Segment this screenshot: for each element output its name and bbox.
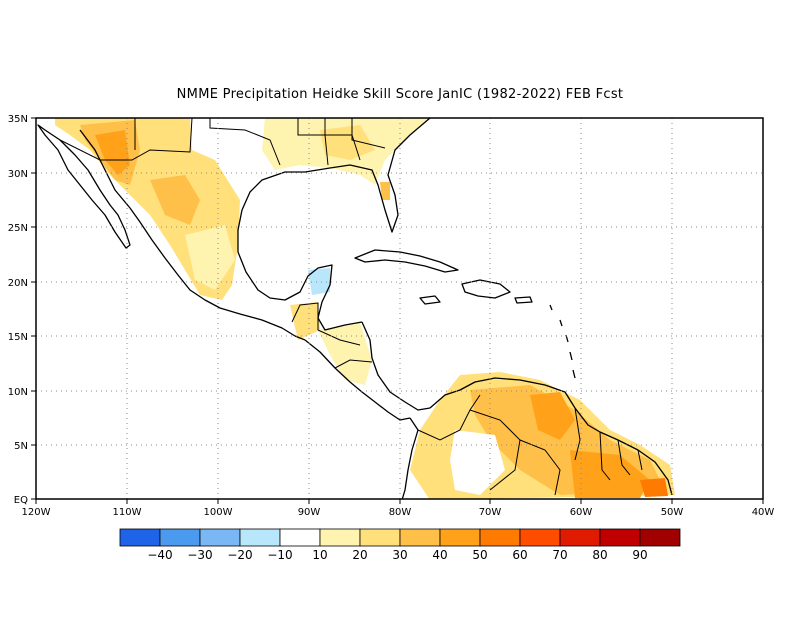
colorbar-swatch: [359, 528, 401, 547]
colorbar-label: 50: [472, 548, 487, 562]
colorbar-label: 30: [392, 548, 407, 562]
skill-score-field: [55, 118, 675, 499]
colorbar-label: 70: [552, 548, 567, 562]
graticule: [36, 118, 763, 499]
colorbar-label: 80: [592, 548, 607, 562]
colorbar-label: 90: [632, 548, 647, 562]
lon-label: 70W: [479, 507, 502, 518]
colorbar-label: −20: [227, 548, 252, 562]
skill-region-guatemala: [290, 302, 320, 340]
colorbar-swatch: [479, 528, 521, 547]
colorbar-swatch: [599, 528, 641, 547]
lon-label: 100W: [204, 507, 233, 518]
lat-label: EQ: [14, 495, 28, 506]
skill-region-amazon: [570, 450, 650, 498]
lat-label: 30N: [8, 169, 28, 180]
colorbar-swatch: [159, 528, 201, 547]
colorbar-swatch: [559, 528, 601, 547]
skill-region-guiana: [530, 392, 575, 440]
lon-label: 40W: [752, 507, 775, 518]
colorbar-swatch: [439, 528, 481, 547]
colorbar-swatch: [319, 528, 361, 547]
skill-region-mexico-central: [150, 175, 200, 225]
colorbar-label: −30: [187, 548, 212, 562]
skill-region-mexico-south: [185, 225, 235, 290]
colorbar-label: 20: [352, 548, 367, 562]
skill-region-amapa: [640, 478, 668, 497]
skill-region-florida: [380, 182, 390, 200]
latitude-labels: EQ 5N 10N 15N 20N 25N 30N 35N: [8, 114, 28, 506]
skill-region-mexico-core: [95, 130, 130, 175]
colorbar-swatch: [399, 528, 441, 547]
political-borders: [59, 118, 643, 496]
colorbar-swatch: [119, 528, 161, 547]
skill-region-central-america: [318, 322, 372, 385]
skill-region-colombia-white: [450, 430, 505, 495]
colorbar-swatch: [199, 528, 241, 547]
colorbar-label: 40: [432, 548, 447, 562]
lon-label: 110W: [113, 507, 142, 518]
lon-label: 50W: [661, 507, 684, 518]
colorbar-swatch: [519, 528, 561, 547]
coastline: [37, 118, 673, 499]
skill-region-georgia: [320, 125, 375, 160]
lon-label: 90W: [298, 507, 321, 518]
lat-label: 35N: [8, 114, 28, 125]
lon-label: 80W: [389, 507, 412, 518]
colorbar-label: 10: [312, 548, 327, 562]
longitude-labels: 120W 110W 100W 90W 80W 70W 60W 50W 40W: [22, 507, 775, 518]
lon-label: 120W: [22, 507, 51, 518]
lat-label: 5N: [14, 441, 28, 452]
colorbar-swatch: [239, 528, 281, 547]
map-title: NMME Precipitation Heidke Skill Score Ja…: [176, 87, 624, 102]
lat-label: 10N: [8, 387, 28, 398]
colorbar-label: −40: [147, 548, 172, 562]
lat-label: 20N: [8, 278, 28, 289]
lat-label: 25N: [8, 223, 28, 234]
colorbar: −40 −30 −20 −10 10 20 30 40 50 60 70 80 90: [119, 528, 681, 562]
colorbar-swatch: [279, 528, 321, 547]
colorbar-swatch: [639, 528, 681, 547]
colorbar-label: −10: [267, 548, 292, 562]
axis-ticks: [31, 117, 764, 504]
lat-label: 15N: [8, 332, 28, 343]
skill-region-yucatan: [308, 268, 330, 295]
colorbar-label: 60: [512, 548, 527, 562]
lon-label: 60W: [570, 507, 593, 518]
